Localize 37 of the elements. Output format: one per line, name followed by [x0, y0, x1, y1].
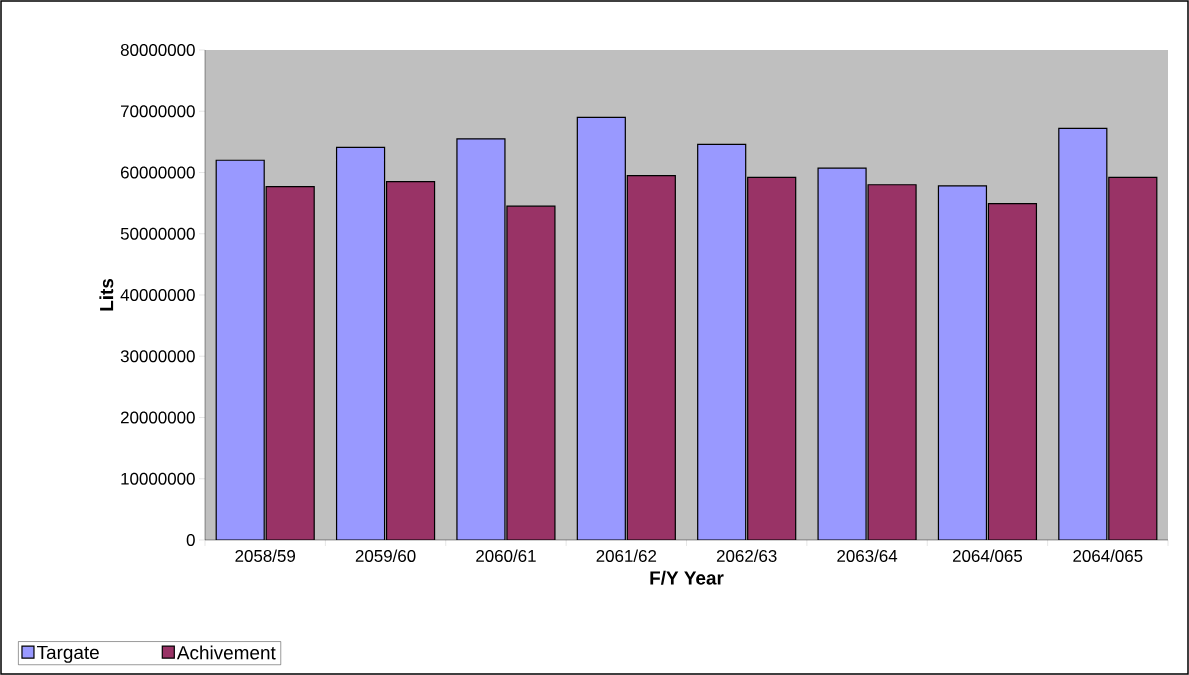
x-tick-label: 2060/61: [476, 549, 536, 562]
bar: [335, 146, 386, 540]
bar: [215, 159, 265, 540]
bar: [506, 205, 556, 540]
bar: [385, 181, 436, 540]
bar: [697, 143, 747, 540]
x-axis-title: F/Y Year: [650, 570, 724, 585]
bar: [817, 167, 867, 540]
legend-label: Targate: [36, 645, 99, 663]
x-tick-label: 2061/62: [596, 549, 657, 562]
bar: [747, 176, 797, 540]
y-tick-label: 50000000: [120, 227, 195, 240]
bar: [937, 185, 988, 540]
bar: [456, 138, 506, 540]
bar: [576, 116, 626, 540]
x-tick-label: 2064/065: [1073, 549, 1143, 562]
x-tick-label: 2059/60: [355, 549, 416, 562]
bar: [1058, 127, 1108, 540]
bar: [1108, 176, 1158, 540]
y-axis-title: Lits: [99, 278, 114, 311]
bar: [626, 174, 676, 540]
bar: [987, 203, 1038, 540]
y-tick-label: 70000000: [121, 105, 195, 118]
y-tick-label: 60000000: [120, 166, 195, 179]
bar: [867, 184, 917, 540]
y-tick-label: 20000000: [120, 411, 195, 424]
y-tick-label: 40000000: [120, 288, 195, 301]
x-tick-label: 2058/59: [235, 549, 295, 562]
y-tick-label: 30000000: [120, 350, 195, 363]
legend-label: Achivement: [176, 645, 276, 660]
x-tick-label: 2063/64: [837, 549, 898, 562]
y-tick-label: 0: [186, 533, 195, 546]
bar: [265, 185, 315, 540]
x-tick-label: 2064/065: [952, 549, 1023, 562]
y-tick-label: 10000000: [121, 472, 195, 485]
x-tick-label: 2062/63: [716, 549, 777, 562]
y-tick-label: 80000000: [120, 43, 195, 56]
